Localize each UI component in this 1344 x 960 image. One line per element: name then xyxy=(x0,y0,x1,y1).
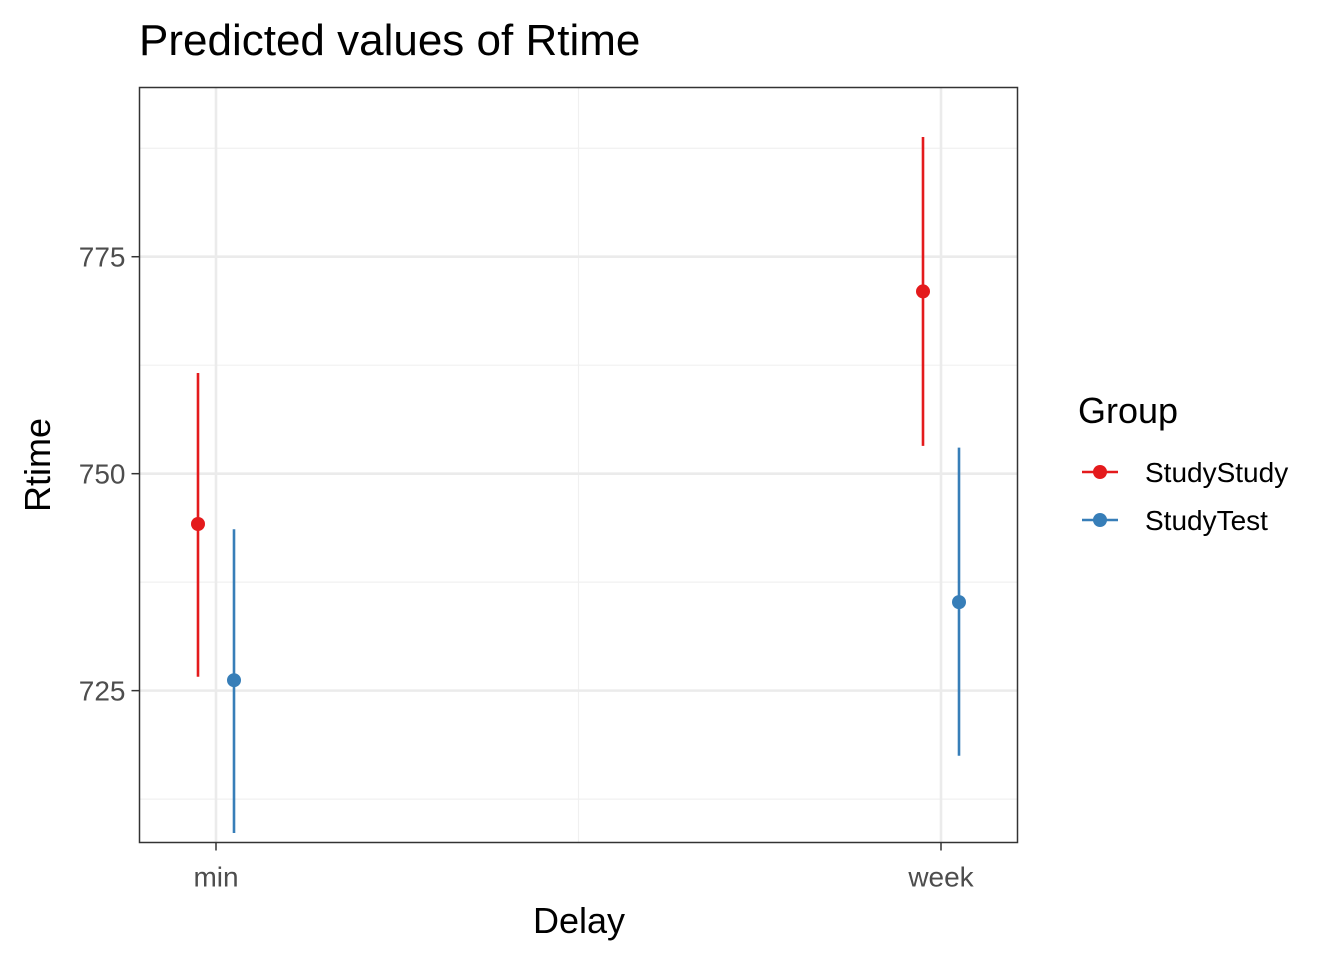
minor-gridlines xyxy=(139,87,1018,843)
legend: Group StudyStudy StudyTest xyxy=(1078,390,1288,536)
data-marks xyxy=(191,136,966,833)
legend-key-point xyxy=(1093,465,1107,479)
legend-title: Group xyxy=(1078,390,1178,431)
legend-label: StudyTest xyxy=(1145,505,1268,536)
x-tick-label: min xyxy=(193,862,238,893)
y-tick-label: 775 xyxy=(79,242,126,273)
legend-label: StudyStudy xyxy=(1145,457,1288,488)
x-tick-label: week xyxy=(907,862,974,893)
y-tick-label: 725 xyxy=(79,676,126,707)
plot-panel-border xyxy=(138,86,1019,844)
y-axis: 725 750 775 xyxy=(79,242,140,707)
data-point xyxy=(191,517,205,532)
data-point xyxy=(227,673,241,688)
x-axis: min week xyxy=(193,842,975,893)
x-axis-title: Delay xyxy=(533,900,625,941)
chart-title: Predicted values of Rtime xyxy=(139,16,640,65)
data-point xyxy=(952,595,966,610)
y-tick-label: 750 xyxy=(79,459,126,490)
data-point xyxy=(916,284,930,299)
y-axis-title: Rtime xyxy=(17,418,58,512)
major-gridlines xyxy=(139,87,1018,843)
legend-key-point xyxy=(1093,513,1107,527)
